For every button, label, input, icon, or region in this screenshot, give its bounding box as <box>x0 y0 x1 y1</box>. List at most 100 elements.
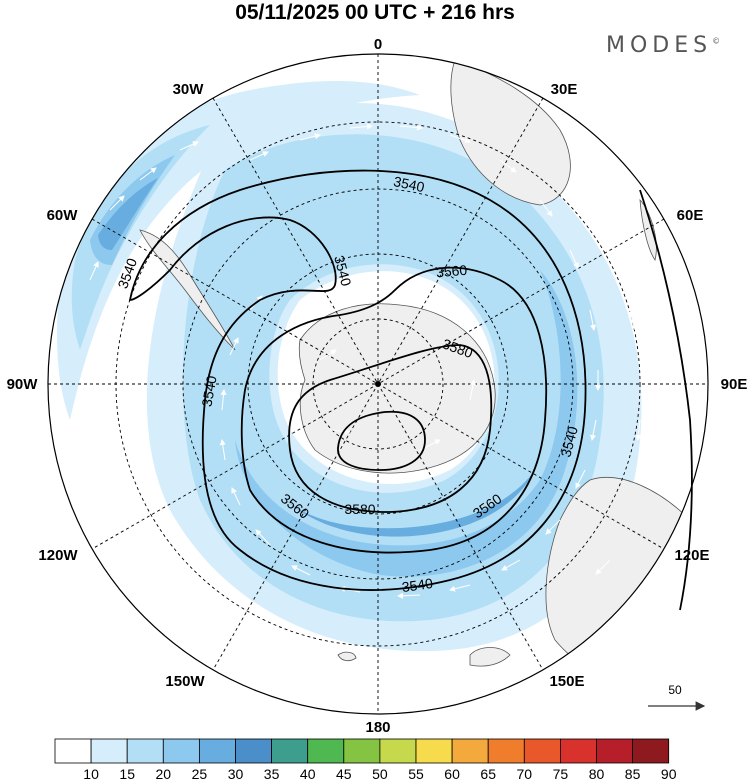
contour-label: 3540 <box>401 575 434 595</box>
copyright-mark: © <box>712 36 721 46</box>
colorbar-label: 30 <box>228 766 244 782</box>
colorbar-swatch <box>451 738 489 764</box>
wind-vector <box>179 141 199 151</box>
colorbar-label: 75 <box>553 766 569 782</box>
wind-vector <box>590 419 597 441</box>
lon-label-120e: 120E <box>674 547 709 564</box>
lon-label-180: 180 <box>365 719 390 736</box>
brand-name: MODES <box>606 33 713 58</box>
wind-vector <box>499 159 517 173</box>
colorbar-label: 40 <box>300 766 316 782</box>
colorbar-swatch <box>126 738 164 764</box>
west-core-30 <box>98 178 158 250</box>
colorbar-swatch <box>487 738 525 764</box>
wind-vector <box>449 584 471 592</box>
wind-vector <box>397 592 421 599</box>
wind-vector <box>545 519 561 535</box>
colorbar-swatch <box>343 738 381 764</box>
colorbar-swatch <box>307 738 345 764</box>
colorbar-label: 25 <box>192 766 208 782</box>
contour-label: 3540 <box>557 424 581 458</box>
wind-vector <box>249 151 269 161</box>
wind-vector <box>449 134 471 144</box>
land-australia <box>545 477 695 691</box>
wind-vector <box>329 428 351 435</box>
brand-logo: MODES© <box>606 33 720 58</box>
wind-vector <box>589 309 596 331</box>
wind-vector <box>349 123 373 130</box>
wind-vector <box>399 124 423 131</box>
land-south-america <box>139 229 236 351</box>
latitude-ring-3 <box>182 188 574 580</box>
colorbar-swatch <box>235 738 272 764</box>
reference-vector: 50 <box>648 683 706 711</box>
contour-label: 3540 <box>331 254 355 288</box>
wind-vector <box>219 439 226 461</box>
wind-vector <box>469 379 476 401</box>
contour-label: 3560 <box>435 262 468 281</box>
lon-label-60e: 60E <box>677 207 704 224</box>
colorbar-label: 10 <box>83 766 99 782</box>
jet-core-30 <box>280 470 535 537</box>
colorbar-swatch <box>198 738 236 764</box>
latitude-ring-1 <box>312 318 444 450</box>
colorbar-label: 85 <box>625 766 641 782</box>
lon-label-150e: 150E <box>549 673 584 690</box>
wind-vector <box>109 195 125 211</box>
colorbar-swatch <box>379 738 417 764</box>
wind-vector <box>291 565 311 576</box>
colorbar-label: 70 <box>517 766 533 782</box>
land-new-zealand <box>469 647 511 667</box>
contour-label: 3540 <box>198 374 219 408</box>
colorbar: 10 15 20 25 30 35 40 45 50 55 60 65 70 75 80 85 90 <box>54 738 677 782</box>
colorbar-swatch <box>560 738 597 764</box>
colorbar-swatch <box>271 738 309 764</box>
colorbar-label: 90 <box>661 766 677 782</box>
lon-label-90e: 90E <box>721 376 748 393</box>
colorbar-swatch <box>162 738 200 764</box>
land-africa <box>450 59 571 206</box>
land-island <box>337 651 357 662</box>
lon-label-60w: 60W <box>47 207 79 224</box>
colorbar-label: 15 <box>119 766 135 782</box>
south-pole-marker <box>375 381 381 387</box>
lon-label-0: 0 <box>374 36 382 53</box>
colorbar-swatch <box>415 738 453 764</box>
reference-vector-label: 50 <box>668 683 682 697</box>
wind-vector <box>139 167 157 181</box>
wind-vector <box>299 133 321 141</box>
wind-vector <box>595 559 611 575</box>
wind-vector <box>575 469 586 489</box>
lon-label-90w: 90W <box>7 376 39 393</box>
contour-label: 3580 <box>344 501 375 517</box>
colorbar-label: 35 <box>264 766 280 782</box>
contour-3540-main <box>128 169 587 591</box>
colorbar-label: 20 <box>156 766 172 782</box>
wind-vector <box>231 487 241 506</box>
colorbar-label: 80 <box>589 766 605 782</box>
contour-label: 3540 <box>392 173 426 195</box>
lon-label-150w: 150W <box>165 673 205 690</box>
wind-vector <box>229 337 239 356</box>
colorbar-label: 50 <box>372 766 388 782</box>
colorbar-label: 55 <box>408 766 424 782</box>
contour-3580-inner <box>337 410 426 471</box>
lon-label-30e: 30E <box>551 81 578 98</box>
lon-label-30w: 30W <box>173 81 205 98</box>
map-frame <box>47 53 709 715</box>
wind-vector <box>220 389 227 411</box>
map-title: 05/11/2025 00 UTC + 216 hrs <box>235 1 515 24</box>
wind-vector <box>255 529 271 546</box>
wind-vector <box>635 419 642 441</box>
wind-vector <box>569 249 579 269</box>
lon-label-120w: 120W <box>38 547 78 564</box>
contour-3540-far-east <box>639 189 693 611</box>
height-contours <box>128 169 693 611</box>
colorbar-swatch <box>90 738 128 764</box>
jet-band-20 <box>182 134 604 622</box>
colorbar-swatch <box>523 738 561 764</box>
wind-vector <box>89 261 99 281</box>
contour-3580-outer <box>288 344 493 513</box>
wind-vector <box>539 199 553 217</box>
